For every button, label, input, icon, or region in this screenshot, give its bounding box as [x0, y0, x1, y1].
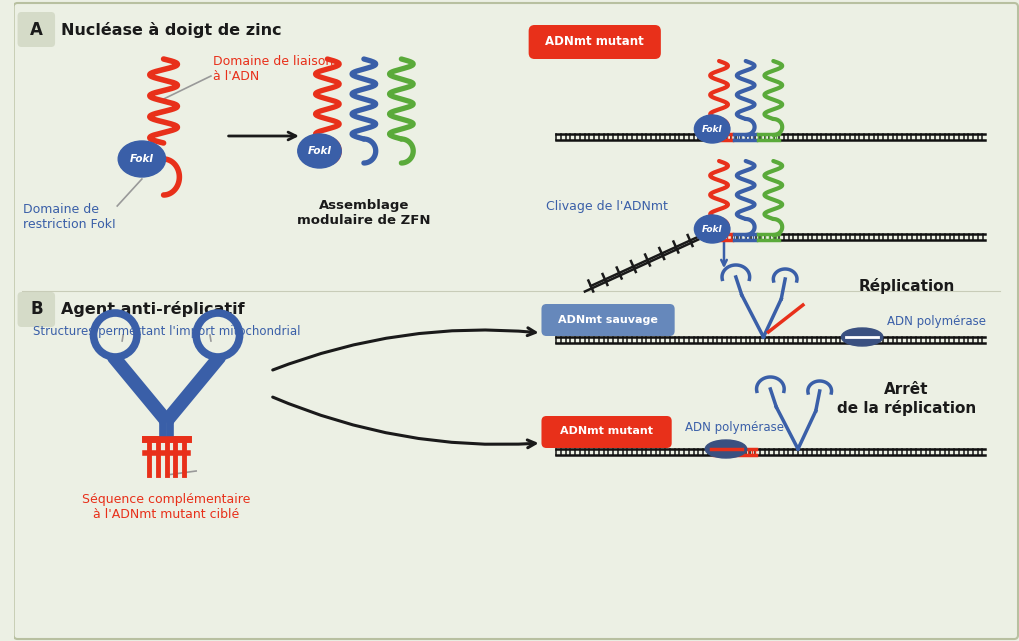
Text: FokI: FokI: [308, 146, 331, 156]
Ellipse shape: [705, 440, 747, 458]
Text: Arrêt
de la réplication: Arrêt de la réplication: [837, 382, 976, 416]
Text: ADNmt sauvage: ADNmt sauvage: [558, 315, 658, 324]
FancyBboxPatch shape: [17, 292, 55, 327]
Text: Clivage de l'ADNmt: Clivage de l'ADNmt: [546, 199, 668, 213]
Text: FokI: FokI: [129, 154, 154, 164]
Ellipse shape: [694, 215, 730, 243]
Text: ADNmt mutant: ADNmt mutant: [545, 35, 644, 48]
Text: A: A: [30, 21, 43, 38]
Text: ADN polymérase: ADN polymérase: [685, 420, 784, 433]
Text: Domaine de liaison
à l'ADN: Domaine de liaison à l'ADN: [213, 55, 333, 83]
FancyBboxPatch shape: [541, 416, 672, 448]
Ellipse shape: [694, 115, 730, 143]
Ellipse shape: [842, 328, 882, 346]
FancyBboxPatch shape: [529, 25, 661, 59]
Text: Réplication: Réplication: [858, 278, 955, 294]
Text: Séquence complémentaire
à l'ADNmt mutant ciblé: Séquence complémentaire à l'ADNmt mutant…: [83, 493, 251, 521]
Text: Nucléase à doigt de zinc: Nucléase à doigt de zinc: [61, 22, 281, 38]
FancyBboxPatch shape: [17, 12, 55, 47]
Text: Assemblage
modulaire de ZFN: Assemblage modulaire de ZFN: [298, 199, 431, 227]
Text: B: B: [30, 300, 43, 318]
Ellipse shape: [118, 141, 165, 177]
Text: FokI: FokI: [702, 124, 722, 133]
Text: Agent anti-réplicatif: Agent anti-réplicatif: [61, 301, 245, 317]
Text: ADN polymérase: ADN polymérase: [887, 315, 985, 328]
Text: Domaine de
restriction FokI: Domaine de restriction FokI: [23, 203, 116, 231]
FancyBboxPatch shape: [541, 304, 675, 336]
Text: ADNmt mutant: ADNmt mutant: [560, 426, 653, 437]
Ellipse shape: [298, 134, 341, 168]
Text: Structures permettant l'import mitochondrial: Structures permettant l'import mitochond…: [33, 324, 301, 338]
Text: FokI: FokI: [702, 224, 722, 233]
